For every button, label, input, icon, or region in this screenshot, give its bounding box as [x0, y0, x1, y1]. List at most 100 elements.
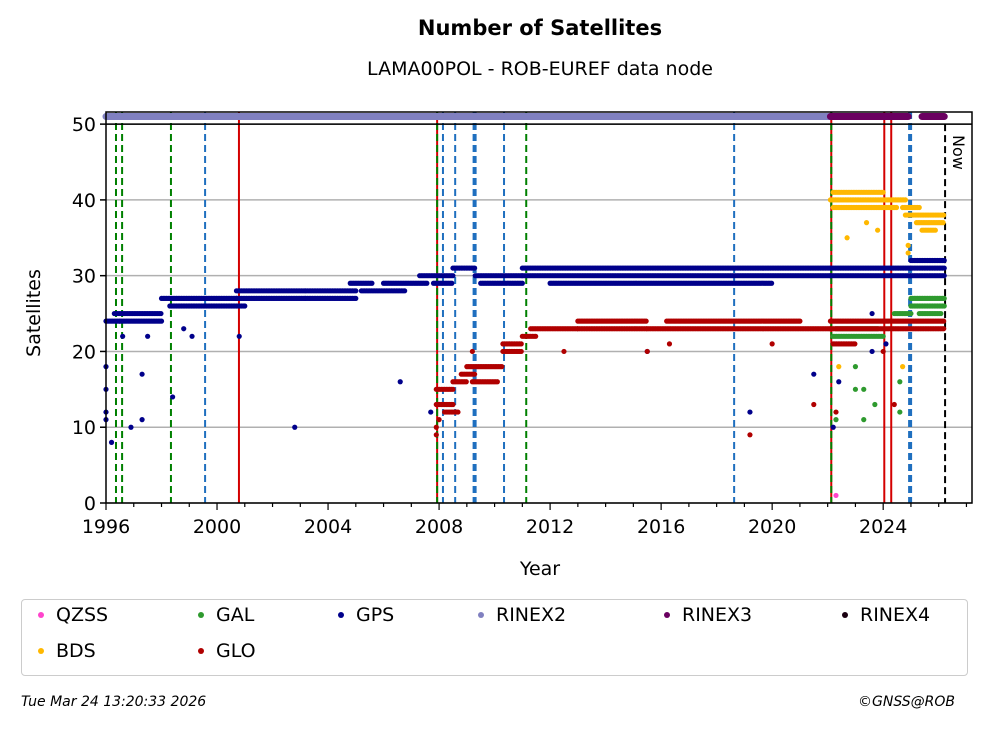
data-point — [353, 288, 359, 294]
data-point — [852, 364, 859, 370]
data-point — [499, 364, 505, 370]
data-point — [893, 204, 900, 211]
data-point — [236, 333, 242, 339]
legend: QZSS GAL GPS RINEX2 RINEX3 RINEX4 BDS GLO — [21, 599, 968, 676]
data-point — [833, 492, 839, 499]
data-point — [869, 310, 875, 317]
legend-marker-icon — [664, 612, 670, 618]
data-point — [941, 318, 947, 324]
data-point — [797, 318, 803, 324]
data-point — [449, 280, 455, 286]
data-point — [833, 409, 839, 415]
y-tick-label: 50 — [72, 114, 96, 136]
data-point — [158, 310, 164, 317]
data-point — [145, 333, 151, 339]
legend-item-gal: GAL — [198, 604, 254, 626]
data-point — [436, 417, 442, 423]
data-point — [891, 401, 897, 408]
data-point — [932, 227, 938, 233]
data-point — [463, 379, 469, 385]
data-point — [644, 348, 650, 355]
data-point — [880, 333, 886, 339]
data-point — [880, 348, 886, 355]
data-point — [844, 235, 850, 241]
legend-item-qzss: QZSS — [38, 604, 108, 626]
x-tick-label: 2008 — [415, 516, 463, 538]
legend-item-rinex4: RINEX4 — [842, 604, 930, 626]
x-tick-label: 2016 — [637, 516, 685, 538]
data-point — [643, 318, 649, 324]
data-point — [353, 295, 359, 302]
data-point — [518, 341, 524, 347]
data-point — [852, 386, 859, 392]
data-point — [861, 417, 867, 423]
x-tick-label: 2020 — [748, 516, 796, 538]
data-point — [905, 250, 911, 256]
y-tick-label: 30 — [72, 266, 96, 288]
legend-marker-icon — [338, 612, 344, 618]
data-point — [811, 371, 817, 377]
data-point — [941, 212, 947, 218]
data-point — [158, 318, 165, 324]
legend-marker-icon — [198, 648, 204, 654]
data-point — [181, 326, 187, 332]
x-axis-label: Year — [519, 558, 560, 580]
data-point — [469, 348, 475, 355]
data-point — [433, 432, 439, 438]
data-point — [450, 273, 456, 279]
data-point — [897, 379, 903, 385]
credit: ©GNSS@ROB — [858, 694, 955, 710]
data-point — [940, 220, 946, 226]
data-point — [861, 386, 867, 392]
legend-label: RINEX4 — [860, 604, 931, 626]
x-tick-label: 2024 — [859, 516, 907, 538]
data-point — [941, 326, 947, 332]
series-qzss — [833, 492, 839, 499]
data-point — [472, 265, 478, 271]
x-tick-label: 1996 — [82, 516, 130, 538]
data-point — [455, 409, 461, 415]
data-point — [450, 401, 456, 408]
legend-marker-icon — [198, 612, 204, 618]
data-point — [941, 303, 947, 309]
data-point — [875, 227, 881, 233]
data-point — [833, 417, 839, 423]
x-tick-label: 2004 — [304, 516, 352, 538]
data-point — [561, 348, 567, 355]
data-point — [242, 303, 248, 309]
legend-item-bds: BDS — [38, 640, 96, 662]
data-point — [494, 379, 500, 385]
data-point — [450, 386, 456, 392]
data-point — [916, 204, 922, 211]
data-point — [292, 424, 298, 430]
data-point — [397, 379, 403, 385]
legend-label: GLO — [216, 640, 256, 662]
axes-frame — [105, 111, 973, 504]
legend-label: BDS — [56, 640, 96, 662]
legend-label: GAL — [216, 604, 255, 626]
chart-subtitle: LAMA00POL - ROB-EUREF data node — [367, 58, 713, 80]
series-gal — [830, 295, 947, 423]
data-point — [872, 401, 878, 408]
data-point — [880, 189, 886, 195]
y-tick-label: 0 — [84, 493, 96, 515]
data-point — [747, 432, 753, 438]
now-label: Now — [949, 135, 968, 170]
data-point — [900, 364, 906, 370]
data-point — [941, 265, 947, 271]
legend-marker-icon — [478, 612, 484, 618]
legend-item-rinex3: RINEX3 — [664, 604, 752, 626]
legend-label: RINEX2 — [496, 604, 567, 626]
data-point — [128, 424, 134, 430]
data-point — [768, 280, 775, 286]
data-point — [139, 417, 145, 423]
y-tick-label: 20 — [72, 341, 96, 363]
series-glo — [433, 318, 947, 438]
data-point — [120, 333, 126, 339]
legend-label: GPS — [356, 604, 395, 626]
legend-label: QZSS — [56, 604, 109, 626]
legend-marker-icon — [842, 612, 848, 618]
x-tick-label: 2012 — [526, 516, 574, 538]
